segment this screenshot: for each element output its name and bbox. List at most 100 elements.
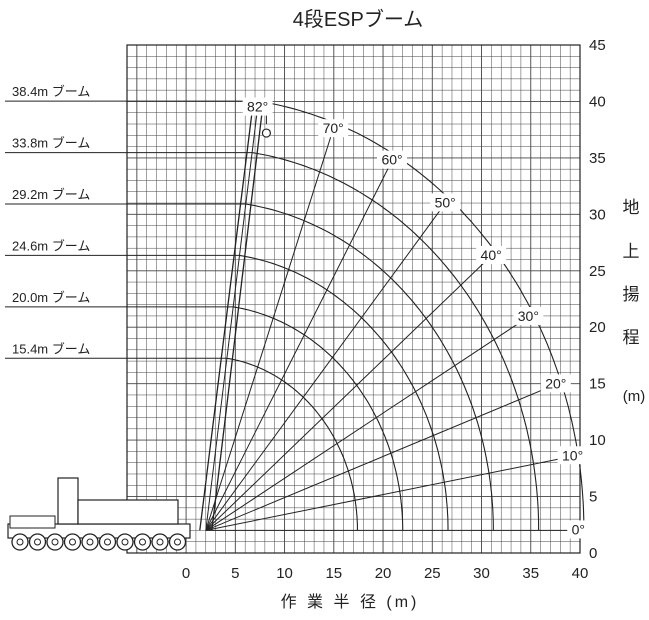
crane-wheel-hub — [156, 538, 164, 546]
angle-label-bg — [513, 306, 544, 325]
boom-label: 29.2m ブーム — [12, 187, 90, 202]
crane-wheel — [133, 533, 152, 551]
y-tick-label: 35 — [589, 150, 606, 167]
x-tick-label: 40 — [572, 565, 589, 582]
boom-arc — [233, 306, 404, 531]
crane-wheel — [28, 533, 47, 551]
crane-wheel-hub — [34, 538, 41, 546]
x-axis-label: 作 業 半 径 (m) — [281, 593, 420, 611]
x-tick-label: 10 — [276, 565, 293, 582]
angle-line — [205, 313, 534, 531]
angle-label-bg — [476, 245, 507, 264]
y-tick-label: 40 — [589, 93, 606, 110]
angle-label-bg — [318, 119, 349, 138]
angle-line — [205, 251, 496, 531]
x-tick-label: 20 — [375, 565, 392, 582]
y-tick-label: 10 — [589, 432, 606, 449]
y-tick-label: 15 — [589, 376, 606, 393]
x-tick-label: 15 — [325, 565, 342, 582]
crane-wheel — [81, 533, 99, 551]
boom-arc — [226, 357, 358, 531]
crane-wheel — [151, 533, 169, 551]
angle-label: 82° — [247, 99, 268, 115]
boom-label: 33.8m ブーム — [12, 136, 90, 151]
y-axis-label-unit: (m) — [623, 388, 646, 405]
boom-label: 24.6m ブーム — [12, 238, 90, 253]
crane-wheel — [168, 533, 187, 551]
crane-wheel — [63, 533, 82, 551]
boom-arc — [239, 254, 449, 531]
angle-labels: 82° 70° 60° 50° 40° 30° 20° 10° 0° — [242, 97, 590, 539]
boom-arc — [245, 203, 494, 531]
crane-wheel — [11, 533, 29, 551]
angle-line — [205, 454, 579, 531]
boom-arc — [252, 152, 540, 531]
crane-wheel — [98, 533, 117, 551]
y-axis-label-char: 上 — [623, 242, 640, 261]
angle-label-bg — [567, 520, 590, 539]
angle-label-bg — [242, 97, 273, 116]
angle-line — [205, 154, 396, 531]
crane-wheel-hub — [121, 538, 129, 546]
crane-wheel — [116, 533, 134, 551]
y-axis-label-char: 地 — [623, 198, 640, 217]
boom-labels: 38.4m ブーム 33.8m ブーム 29.2m ブーム 24.6m ブーム 20.0… — [5, 84, 259, 359]
crane-front-cab — [9, 515, 56, 529]
angle-label-bg — [430, 193, 461, 212]
crane-wheel-hub — [16, 538, 24, 546]
angle-label: 60° — [381, 152, 402, 168]
y-axis-label-char: 程 — [623, 328, 640, 347]
angle-label: 0° — [572, 521, 585, 537]
angle-label-bg — [540, 374, 571, 393]
plot-border — [126, 44, 581, 554]
crane-boom-edge — [211, 101, 265, 531]
angle-label-bg — [377, 150, 408, 169]
angle-lines — [205, 101, 584, 531]
y-tick-label: 0 — [589, 545, 597, 562]
angle-label-bg — [557, 446, 588, 465]
angle-label: 40° — [481, 247, 502, 263]
x-tick-label: 25 — [424, 565, 441, 582]
crane-wheel-hub — [174, 538, 181, 546]
plot-frame — [126, 44, 581, 554]
x-tick-label: 0 — [182, 565, 190, 582]
crane-wheel-hub — [69, 538, 76, 546]
x-tick-label: 35 — [522, 565, 539, 582]
angle-label: 10° — [562, 447, 583, 463]
angle-label: 70° — [323, 120, 344, 136]
angle-line — [205, 101, 259, 531]
crane-superstructure — [77, 499, 179, 525]
crane-wheel-hub — [139, 538, 146, 546]
angle-line — [205, 122, 336, 531]
boom-label: 38.4m ブーム — [12, 84, 90, 99]
x-tick-label: 5 — [231, 565, 239, 582]
crane-wheel-hub — [51, 538, 59, 546]
angle-line — [205, 198, 450, 531]
crane-wheel-hub — [104, 538, 111, 546]
crane-boom-edge — [199, 101, 255, 531]
boom-label: 20.0m ブーム — [12, 290, 90, 305]
y-axis-label-char: 揚 — [623, 285, 640, 304]
y-tick-label: 25 — [589, 263, 606, 280]
y-tick-label: 5 — [589, 489, 597, 506]
crane-cab — [57, 477, 79, 525]
y-tick-labels: 0 5 10 15 20 25 30 35 40 45 — [589, 37, 606, 562]
crane-wheel-hub — [86, 538, 94, 546]
y-tick-label: 45 — [589, 37, 606, 54]
x-tick-label: 30 — [473, 565, 490, 582]
angle-label: 50° — [435, 194, 456, 210]
y-tick-label: 20 — [589, 319, 606, 336]
angle-line — [205, 381, 562, 531]
x-tick-labels: 0 5 10 15 20 25 30 35 40 — [182, 565, 588, 582]
angle-label: 20° — [545, 375, 566, 391]
y-tick-label: 30 — [589, 206, 606, 223]
crane-wheel — [46, 533, 64, 551]
grid — [126, 44, 581, 554]
chart-title: 4段ESPブーム — [293, 7, 424, 31]
angle-label: 30° — [518, 308, 539, 324]
boom-label: 15.4m ブーム — [12, 341, 90, 356]
crane-hook — [261, 128, 272, 138]
